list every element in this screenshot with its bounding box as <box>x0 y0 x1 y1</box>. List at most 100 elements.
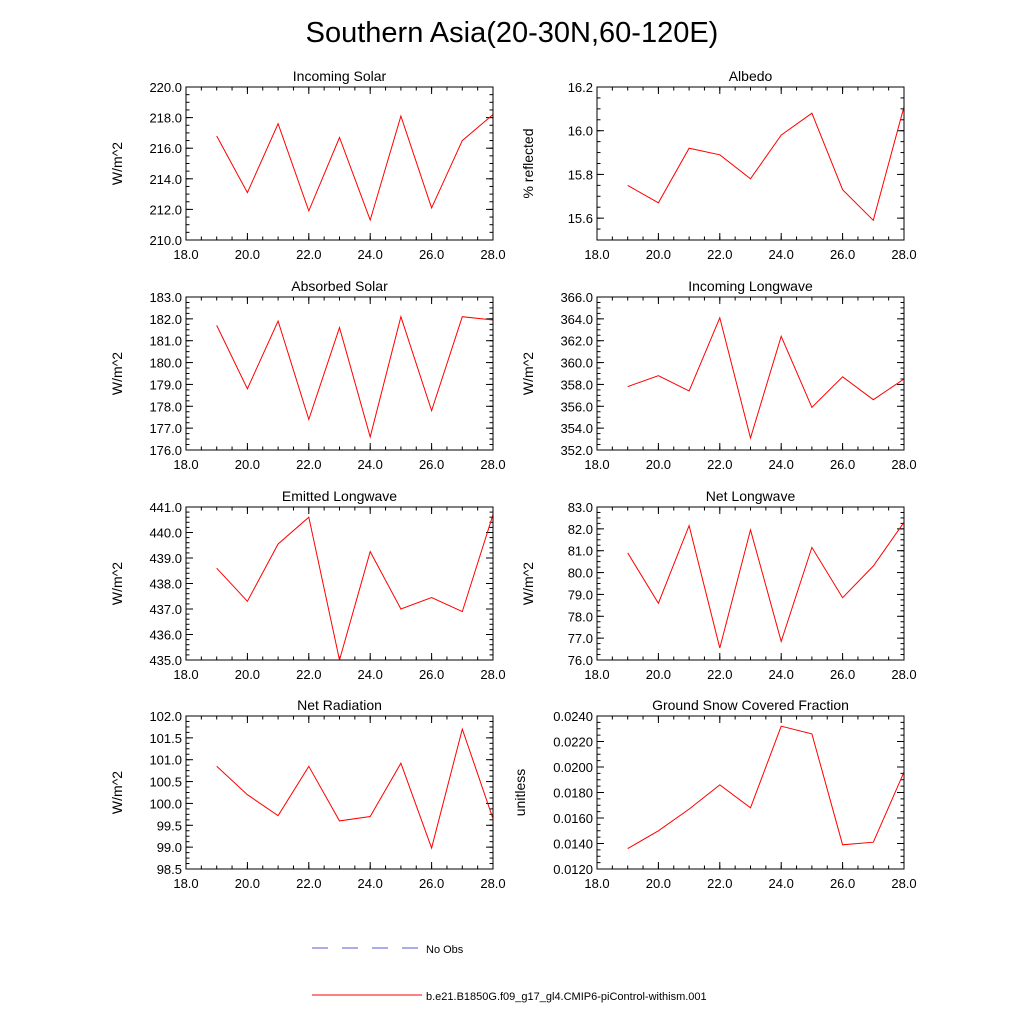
panel-net-longwave: Net Longwave 18.0 20.0 22.0 24.0 26.0 28.0 76.0… <box>520 488 917 682</box>
y-tick-label: 0.0180 <box>553 786 593 801</box>
x-tick-label: 20.0 <box>235 876 260 891</box>
y-tick-label: 99.0 <box>157 840 182 855</box>
x-tick-label: 24.0 <box>358 876 383 891</box>
y-tick-label: 436.0 <box>149 628 182 643</box>
x-tick-label: 26.0 <box>830 876 855 891</box>
panel-title: Incoming Longwave <box>688 278 813 294</box>
x-tick-label: 28.0 <box>480 457 505 472</box>
series-line <box>216 114 494 222</box>
series-line <box>216 727 494 850</box>
plot-frame <box>185 296 494 451</box>
y-tick-label: 364.0 <box>560 312 593 327</box>
y-tick-label: 15.8 <box>568 167 593 182</box>
y-tick-label: 77.0 <box>568 631 593 646</box>
series-line <box>216 514 494 661</box>
panel-title: Net Radiation <box>297 697 382 713</box>
panel-absorbed-solar: Absorbed Solar 18.0 20.0 22.0 24.0 26.0 28.0 17… <box>109 278 506 472</box>
y-axis-label: % reflected <box>520 128 536 198</box>
y-tick-label: 181.0 <box>149 334 182 349</box>
y-tick-label: 220.0 <box>149 80 182 95</box>
x-tick-label: 28.0 <box>480 876 505 891</box>
x-tick-label: 20.0 <box>646 876 671 891</box>
x-tick-label: 28.0 <box>480 247 505 262</box>
y-tick-label: 15.6 <box>568 211 593 226</box>
y-tick-label: 0.0240 <box>553 709 593 724</box>
x-tick-label: 22.0 <box>296 457 321 472</box>
x-tick-label: 24.0 <box>769 247 794 262</box>
panel-title: Net Longwave <box>706 488 796 504</box>
y-axis-label: unitless <box>512 769 528 816</box>
y-tick-label: 362.0 <box>560 334 593 349</box>
y-tick-label: 176.0 <box>149 443 182 458</box>
y-tick-label: 438.0 <box>149 577 182 592</box>
y-tick-label: 83.0 <box>568 500 593 515</box>
x-tick-label: 18.0 <box>584 457 609 472</box>
panel-title: Incoming Solar <box>293 68 387 84</box>
x-tick-label: 24.0 <box>769 876 794 891</box>
x-tick-label: 22.0 <box>296 667 321 682</box>
panel-emitted-longwave: Emitted Longwave 18.0 20.0 22.0 24.0 26.0 28.0… <box>109 488 506 682</box>
y-tick-label: 437.0 <box>149 602 182 617</box>
legend: No Obs b.e21.B1850G.f09_g17_gl4.CMIP6-pi… <box>312 944 707 1003</box>
x-tick-label: 18.0 <box>173 247 198 262</box>
y-tick-label: 16.2 <box>568 80 593 95</box>
panels: Incoming Solar 18.0 20.0 22.0 24.0 26.0 28.0 21… <box>109 68 917 891</box>
x-tick-label: 18.0 <box>173 667 198 682</box>
y-tick-label: 0.0140 <box>553 837 593 852</box>
y-tick-label: 76.0 <box>568 653 593 668</box>
panel-title: Albedo <box>729 68 773 84</box>
x-tick-label: 28.0 <box>480 667 505 682</box>
x-tick-label: 26.0 <box>830 457 855 472</box>
y-tick-label: 218.0 <box>149 111 182 126</box>
x-tick-label: 26.0 <box>830 247 855 262</box>
panel-incoming-longwave: Incoming Longwave 18.0 20.0 22.0 24.0 26.0 28.… <box>520 278 917 472</box>
plot-frame <box>596 715 905 870</box>
y-axis-label: W/m^2 <box>109 352 125 395</box>
panel-ground-snow-covered-fraction: Ground Snow Covered Fraction 18.0 20.0 22.0… <box>512 697 917 891</box>
y-tick-label: 435.0 <box>149 653 182 668</box>
x-tick-label: 20.0 <box>646 457 671 472</box>
series-line <box>627 106 905 222</box>
x-tick-label: 22.0 <box>707 876 732 891</box>
plot-frame <box>185 506 494 661</box>
panel-title: Absorbed Solar <box>291 278 388 294</box>
plot-frame <box>596 506 905 661</box>
y-tick-label: 356.0 <box>560 399 593 414</box>
x-tick-label: 22.0 <box>296 247 321 262</box>
panel-albedo: Albedo 18.0 20.0 22.0 24.0 26.0 28.0 15.6 15.8 16… <box>520 68 917 262</box>
y-tick-label: 179.0 <box>149 377 182 392</box>
series-line <box>627 316 905 440</box>
y-tick-label: 0.0160 <box>553 811 593 826</box>
x-tick-label: 28.0 <box>891 876 916 891</box>
panel-net-radiation: Net Radiation 18.0 20.0 22.0 24.0 26.0 28.0 98.… <box>109 697 506 891</box>
x-tick-label: 22.0 <box>296 876 321 891</box>
series-line <box>216 314 494 439</box>
figure-title: Southern Asia(20-30N,60-120E) <box>306 17 719 49</box>
x-tick-label: 18.0 <box>584 876 609 891</box>
y-tick-label: 183.0 <box>149 290 182 305</box>
plot-frame <box>596 86 905 241</box>
y-tick-label: 0.0220 <box>553 735 593 750</box>
x-tick-label: 22.0 <box>707 667 732 682</box>
x-tick-label: 28.0 <box>891 247 916 262</box>
y-axis-label: W/m^2 <box>109 562 125 605</box>
x-tick-label: 28.0 <box>891 457 916 472</box>
plot-frame <box>185 715 494 870</box>
x-tick-label: 24.0 <box>358 247 383 262</box>
y-tick-label: 180.0 <box>149 356 182 371</box>
x-tick-label: 26.0 <box>419 876 444 891</box>
y-tick-label: 439.0 <box>149 551 182 566</box>
x-tick-label: 22.0 <box>707 457 732 472</box>
x-tick-label: 24.0 <box>358 457 383 472</box>
x-tick-label: 26.0 <box>419 667 444 682</box>
x-tick-label: 26.0 <box>830 667 855 682</box>
y-tick-label: 352.0 <box>560 443 593 458</box>
x-tick-label: 20.0 <box>646 667 671 682</box>
y-tick-label: 101.0 <box>149 753 182 768</box>
y-tick-label: 0.0200 <box>553 760 593 775</box>
y-axis-label: W/m^2 <box>109 142 125 185</box>
y-tick-label: 99.5 <box>157 818 182 833</box>
y-tick-label: 100.0 <box>149 796 182 811</box>
x-tick-label: 18.0 <box>584 247 609 262</box>
